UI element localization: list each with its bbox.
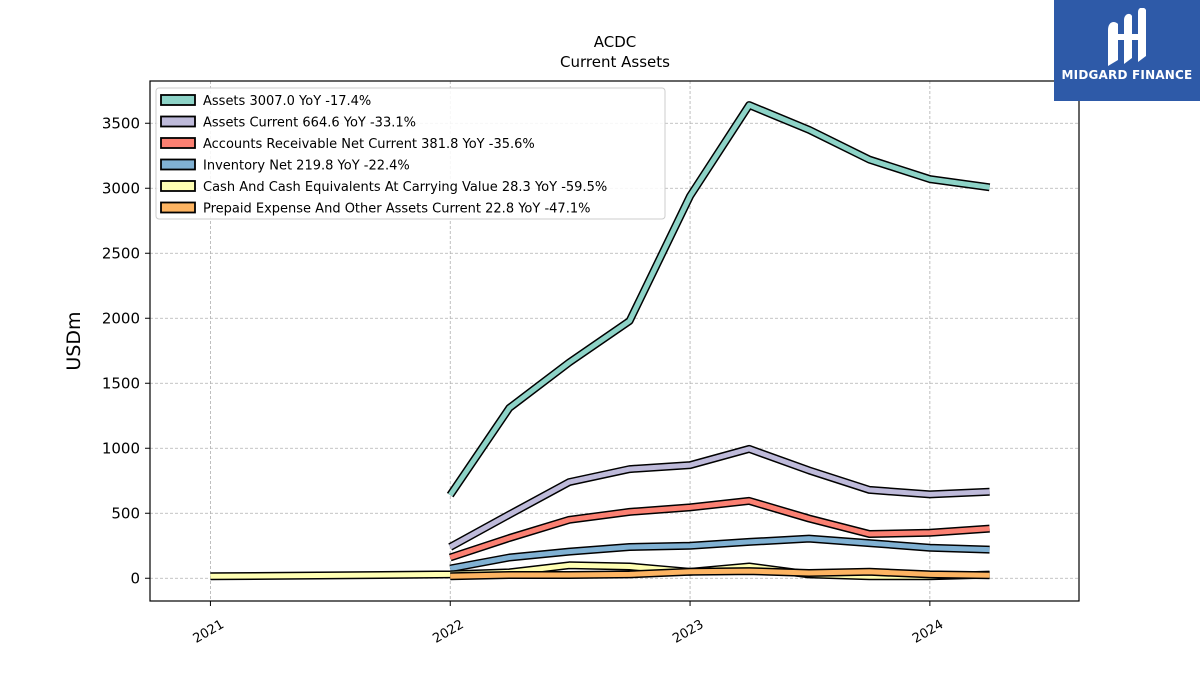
y-tick-label: 3000	[102, 179, 140, 197]
legend-swatch	[160, 201, 196, 214]
y-tick-label: 2000	[102, 309, 140, 327]
legend-label: Inventory Net 219.8 YoY -22.4%	[203, 159, 410, 174]
legend-label: Assets 3007.0 YoY -17.4%	[203, 94, 371, 109]
series-line	[449, 498, 990, 560]
legend-label: Accounts Receivable Net Current 381.8 Yo…	[203, 137, 535, 152]
y-axis-ticks: 0 500 1000 1500 2000 2500 3000 3500	[102, 114, 150, 587]
legend-swatch	[160, 115, 196, 128]
legend: Assets 3007.0 YoY -17.4% Assets Current 6…	[155, 87, 666, 220]
plot-frame	[149, 80, 1080, 602]
legend-label: Prepaid Expense And Other Assets Current…	[203, 202, 590, 217]
legend-swatch	[160, 137, 196, 149]
brand-name: MIDGARD FINANCE	[1061, 68, 1193, 82]
legend-label: Assets Current 664.6 YoY -33.1%	[203, 116, 416, 131]
y-tick-label: 3500	[102, 114, 140, 132]
series-line	[448, 446, 990, 550]
y-tick-label: 2500	[102, 244, 140, 262]
x-tick-label: 2024	[910, 617, 946, 647]
chart-subtitle: Current Assets	[560, 53, 670, 71]
series-line	[450, 568, 990, 579]
legend-swatch	[160, 94, 196, 106]
legend-swatch	[160, 180, 196, 192]
y-tick-label: 0	[130, 569, 140, 587]
brand-logo: MIDGARD FINANCE	[1054, 0, 1200, 101]
series-lines	[210, 101, 991, 581]
chart-title: ACDC	[594, 33, 637, 51]
series-line	[448, 102, 990, 497]
legend-swatch	[160, 158, 196, 171]
x-axis-ticks: 2021 2022 2023 2024	[191, 601, 946, 647]
legend-box	[155, 87, 666, 220]
series-line	[449, 536, 990, 571]
brand-mark-icon	[1108, 8, 1146, 66]
x-tick-label: 2023	[670, 617, 706, 647]
y-axis-label: USDm	[63, 311, 85, 370]
legend-label: Cash And Cash Equivalents At Carrying Va…	[203, 180, 607, 195]
y-tick-label: 1500	[102, 374, 140, 392]
x-tick-label: 2022	[430, 617, 466, 647]
y-tick-label: 500	[111, 504, 140, 522]
y-tick-label: 1000	[102, 439, 140, 457]
x-tick-label: 2021	[191, 617, 227, 647]
